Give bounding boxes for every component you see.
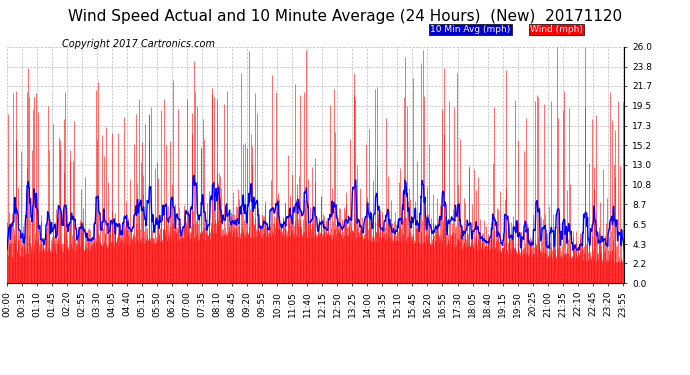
Text: Copyright 2017 Cartronics.com: Copyright 2017 Cartronics.com (62, 39, 215, 50)
Text: Wind (mph): Wind (mph) (530, 25, 583, 34)
Text: Wind Speed Actual and 10 Minute Average (24 Hours)  (New)  20171120: Wind Speed Actual and 10 Minute Average … (68, 9, 622, 24)
Text: 10 Min Avg (mph): 10 Min Avg (mph) (430, 25, 510, 34)
